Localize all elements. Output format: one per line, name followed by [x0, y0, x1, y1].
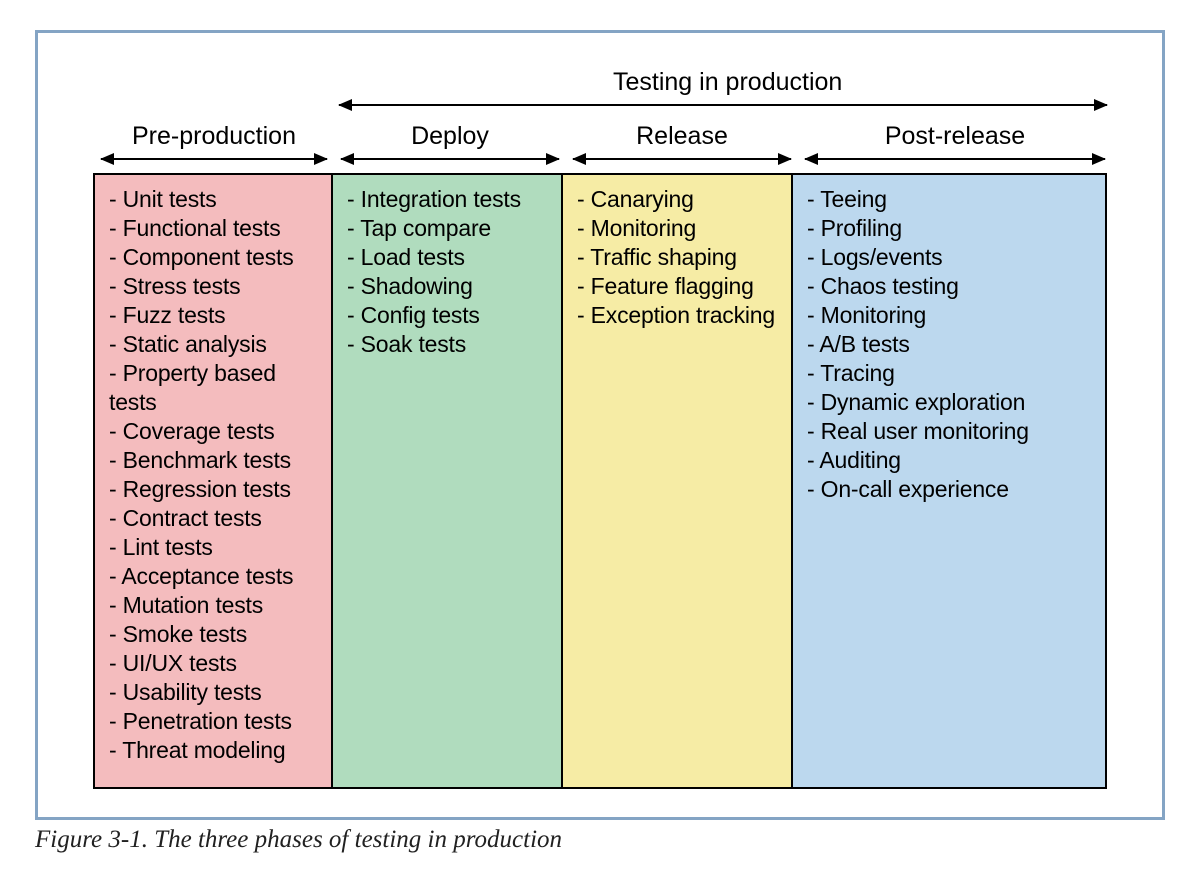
list-item: - Smoke tests — [109, 620, 321, 649]
list-item: - Auditing — [807, 446, 1095, 475]
list-item: - Shadowing — [347, 272, 551, 301]
list-item: - Traffic shaping — [577, 243, 781, 272]
list-item: - Component tests — [109, 243, 321, 272]
list-item: - Functional tests — [109, 214, 321, 243]
column-header-pre-production: Pre-production — [132, 122, 296, 151]
list-item: - Feature flagging — [577, 272, 781, 301]
page: Testing in production Pre-production Depl… — [0, 0, 1200, 874]
column-list-release: - Canarying- Monitoring- Traffic shaping… — [577, 185, 781, 330]
column-post-release: - Teeing- Profiling- Logs/events- Chaos … — [793, 175, 1105, 787]
list-item: - Dynamic exploration — [807, 388, 1095, 417]
list-item: - Fuzz tests — [109, 301, 321, 330]
list-item: - Load tests — [347, 243, 551, 272]
column-header-release: Release — [636, 122, 728, 151]
list-item: - Logs/events — [807, 243, 1095, 272]
list-item: - Contract tests — [109, 504, 321, 533]
list-item: - Teeing — [807, 185, 1095, 214]
list-item: - On-call experience — [807, 475, 1095, 504]
header-area: Testing in production Pre-production Depl… — [93, 68, 1107, 168]
list-item: - Stress tests — [109, 272, 321, 301]
list-item: - Benchmark tests — [109, 446, 321, 475]
list-item: - Property based tests — [109, 359, 321, 417]
list-item: - Unit tests — [109, 185, 321, 214]
list-item: - Penetration tests — [109, 707, 321, 736]
figure-frame: Testing in production Pre-production Depl… — [35, 30, 1165, 820]
list-item: - UI/UX tests — [109, 649, 321, 678]
testing-in-production-label: Testing in production — [613, 68, 842, 97]
column-arrow-post-release — [805, 158, 1105, 160]
list-item: - Monitoring — [577, 214, 781, 243]
list-item: - Soak tests — [347, 330, 551, 359]
list-item: - Real user monitoring — [807, 417, 1095, 446]
list-item: - Profiling — [807, 214, 1095, 243]
column-deploy: - Integration tests- Tap compare- Load t… — [333, 175, 563, 787]
list-item: - Exception tracking — [577, 301, 781, 330]
column-list-post-release: - Teeing- Profiling- Logs/events- Chaos … — [807, 185, 1095, 504]
column-arrow-release — [573, 158, 791, 160]
columns-container: - Unit tests- Functional tests- Componen… — [93, 173, 1107, 789]
list-item: - Config tests — [347, 301, 551, 330]
list-item: - Acceptance tests — [109, 562, 321, 591]
list-item: - Regression tests — [109, 475, 321, 504]
list-item: - Tap compare — [347, 214, 551, 243]
column-release: - Canarying- Monitoring- Traffic shaping… — [563, 175, 793, 787]
list-item: - Static analysis — [109, 330, 321, 359]
list-item: - Integration tests — [347, 185, 551, 214]
list-item: - Coverage tests — [109, 417, 321, 446]
list-item: - Lint tests — [109, 533, 321, 562]
column-list-deploy: - Integration tests- Tap compare- Load t… — [347, 185, 551, 359]
list-item: - Usability tests — [109, 678, 321, 707]
list-item: - Chaos testing — [807, 272, 1095, 301]
column-header-deploy: Deploy — [411, 122, 489, 151]
column-list-pre-production: - Unit tests- Functional tests- Componen… — [109, 185, 321, 765]
list-item: - A/B tests — [807, 330, 1095, 359]
column-header-post-release: Post-release — [885, 122, 1025, 151]
list-item: - Monitoring — [807, 301, 1095, 330]
column-arrow-deploy — [341, 158, 559, 160]
list-item: - Threat modeling — [109, 736, 321, 765]
figure-caption: Figure 3-1. The three phases of testing … — [35, 826, 562, 854]
testing-in-production-arrow — [339, 104, 1107, 106]
column-arrow-pre-production — [101, 158, 327, 160]
list-item: - Canarying — [577, 185, 781, 214]
column-pre-production: - Unit tests- Functional tests- Componen… — [95, 175, 333, 787]
list-item: - Mutation tests — [109, 591, 321, 620]
list-item: - Tracing — [807, 359, 1095, 388]
